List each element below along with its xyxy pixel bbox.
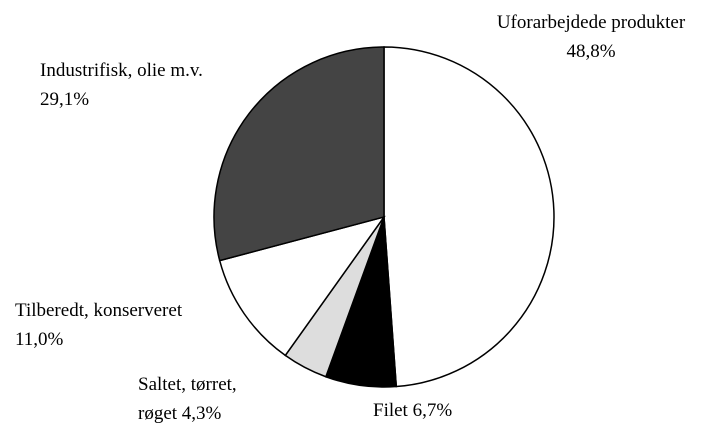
- pie-slice: [213, 46, 385, 262]
- category-label: Industrifisk, olie m.v.: [40, 60, 203, 81]
- pie-slice: [218, 215, 386, 357]
- value-label: 11,0%: [15, 329, 64, 350]
- slice-label: Industrifisk, olie m.v. 29,1%: [40, 56, 300, 114]
- value-label: 6,7%: [412, 400, 453, 421]
- pie-slice: [383, 46, 555, 388]
- value-label: 29,1%: [40, 89, 90, 110]
- category-label: Filet: [373, 400, 408, 421]
- category-label: Uforarbejdede produkter: [496, 12, 686, 33]
- slice-label: Filet 6,7%: [373, 396, 493, 425]
- slice-label: Tilberedt, konserveret 11,0%: [15, 296, 275, 354]
- value-label: 4,3%: [181, 403, 222, 424]
- slice-label: Saltet, tørret, røget 4,3%: [138, 370, 263, 428]
- category-label: Saltet, tørret, røget: [138, 374, 237, 424]
- value-label: 48,8%: [566, 41, 616, 62]
- category-label: Tilberedt, konserveret: [15, 300, 183, 321]
- slice-label: Uforarbejdede produkter 48,8%: [462, 8, 720, 66]
